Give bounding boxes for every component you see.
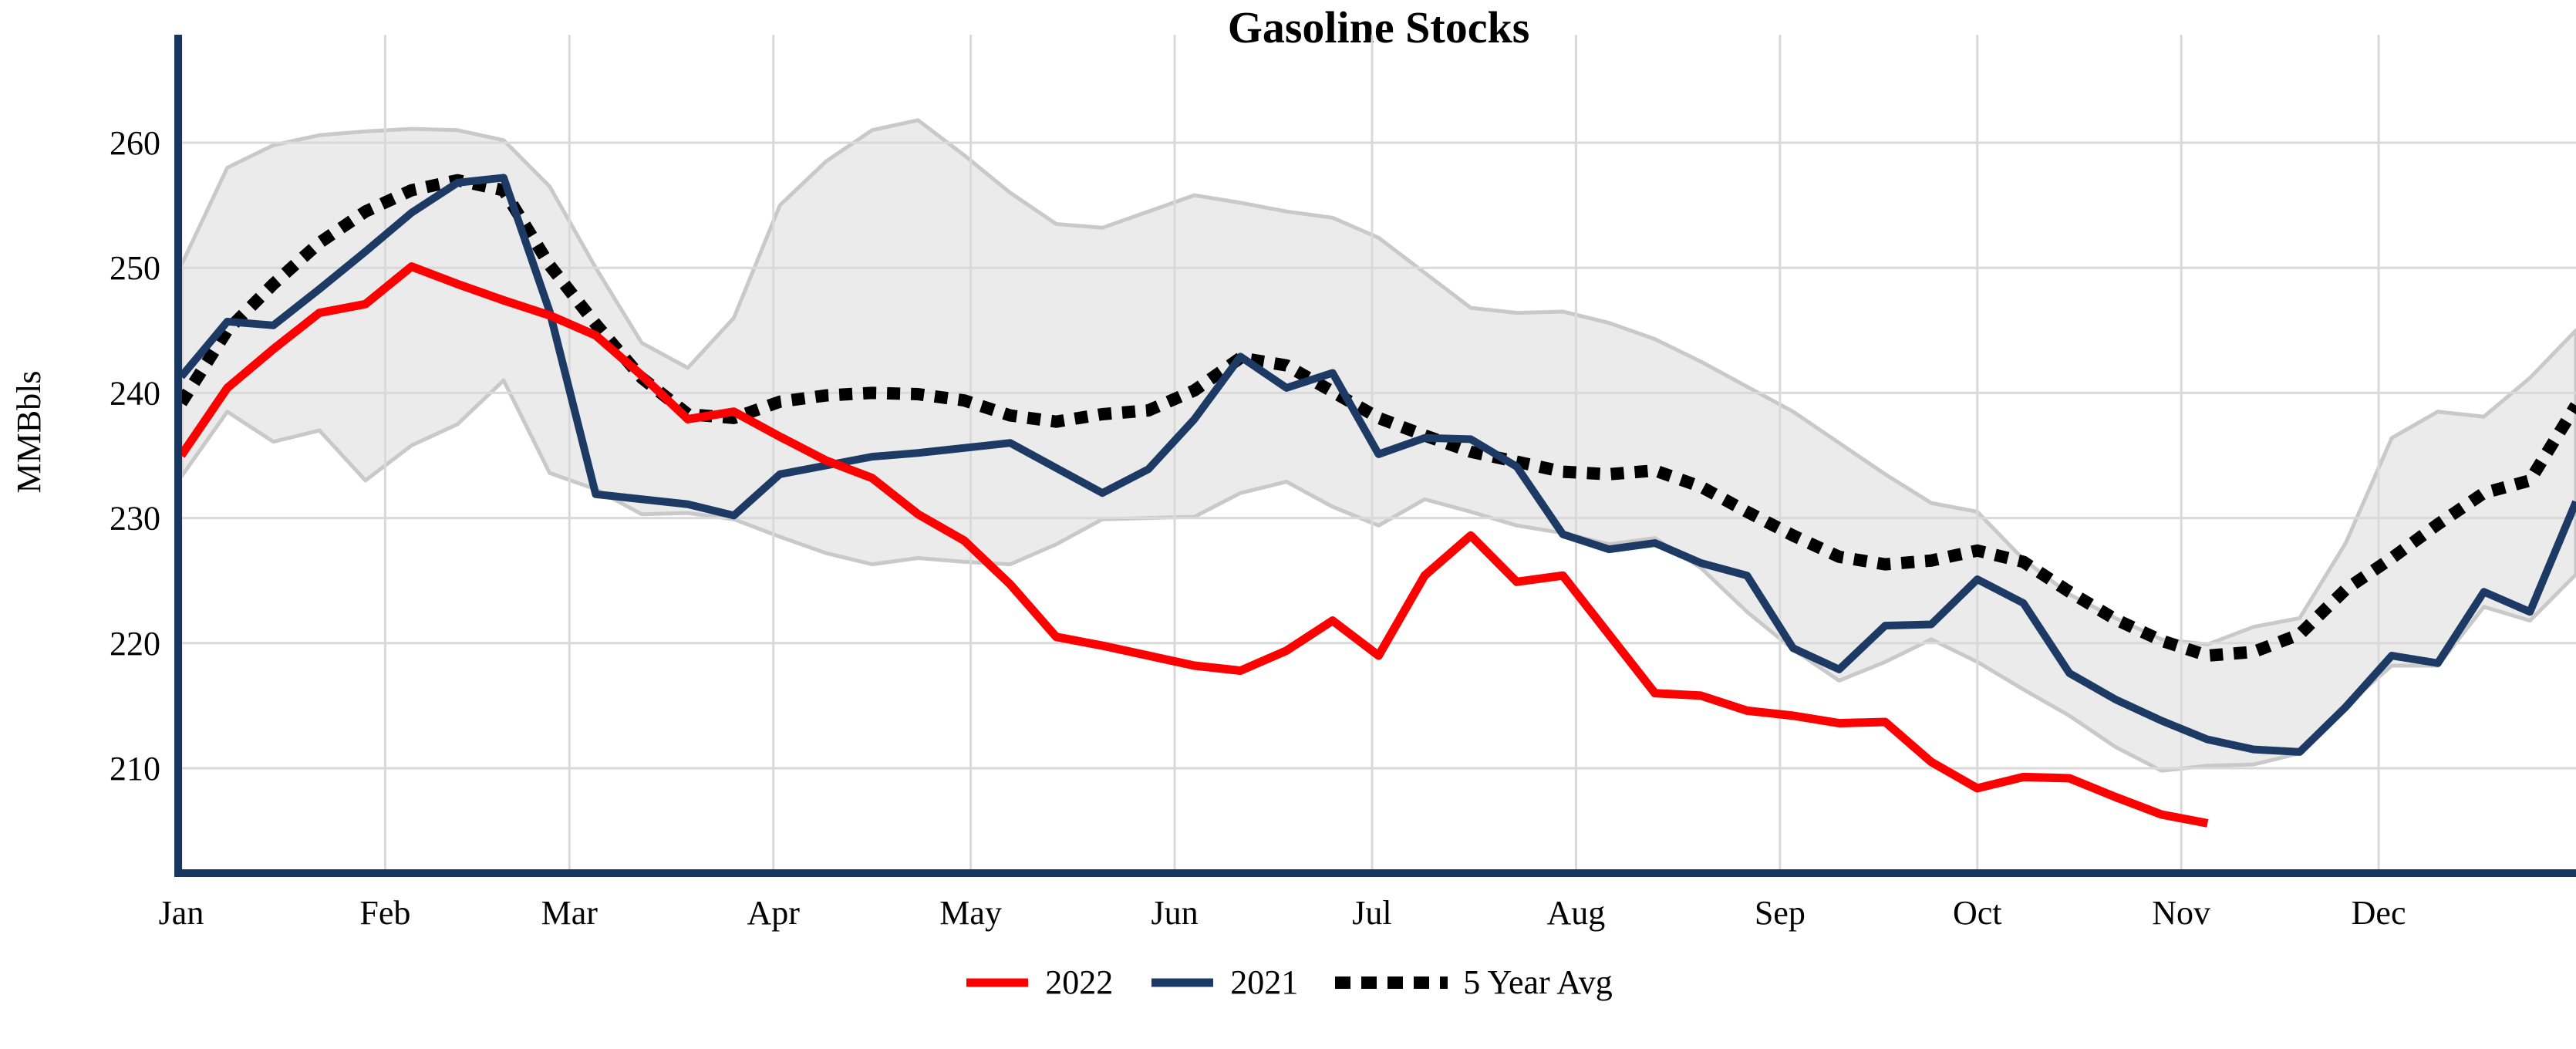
legend-item-2022: 2022 <box>963 963 1113 1002</box>
axis-labels: 210 220 230 240 250 260 Jan Feb Mar Apr May Jun Jul A… <box>10 124 2406 932</box>
x-axis-spine <box>174 869 2576 877</box>
series-2022-line <box>177 262 2209 828</box>
legend-label-2021: 2021 <box>1230 963 1299 1001</box>
legend-item-5-year-avg: 5 Year Avg <box>1334 963 1613 1002</box>
x-month-label: Nov <box>2152 894 2210 932</box>
y-tick-label: 260 <box>110 124 160 162</box>
legend-swatch-2021-line <box>1151 978 1214 987</box>
x-month-label: Jul <box>1352 894 1391 932</box>
y-tick-label: 210 <box>110 750 160 788</box>
x-month-label: May <box>939 894 1002 932</box>
legend-item-2021: 2021 <box>1148 963 1298 1002</box>
x-month-label: Dec <box>2352 894 2406 932</box>
legend-label-2022: 2022 <box>1045 963 1114 1001</box>
x-month-label: Feb <box>359 894 410 932</box>
x-month-label: Oct <box>1953 894 2002 932</box>
series-2021-line <box>178 174 2576 756</box>
y-tick-label: 250 <box>110 249 160 287</box>
y-axis-spine <box>174 35 182 876</box>
five-year-range-band <box>179 118 2576 773</box>
x-month-label: Aug <box>1547 894 1606 932</box>
legend-swatch-5yr-avg-dotted-line <box>1335 976 1448 989</box>
y-tick-label: 230 <box>110 500 160 538</box>
y-tick-label: 240 <box>110 374 160 412</box>
x-month-label: Sep <box>1755 894 1806 932</box>
chart-title: Gasoline Stocks <box>1227 2 1530 52</box>
y-axis-title: MMBbls <box>10 371 48 494</box>
legend-swatch-2022-line <box>966 978 1029 987</box>
legend: 2022 2021 5 Year Avg <box>0 963 2576 1002</box>
y-tick-label: 220 <box>110 625 160 663</box>
x-month-label: Jun <box>1151 894 1199 932</box>
x-month-label: Apr <box>747 894 801 932</box>
series-5yr-avg-line <box>176 174 2576 663</box>
legend-label-5-year-avg: 5 Year Avg <box>1463 963 1613 1001</box>
x-month-label: Mar <box>541 894 598 932</box>
x-month-label: Jan <box>159 894 204 932</box>
